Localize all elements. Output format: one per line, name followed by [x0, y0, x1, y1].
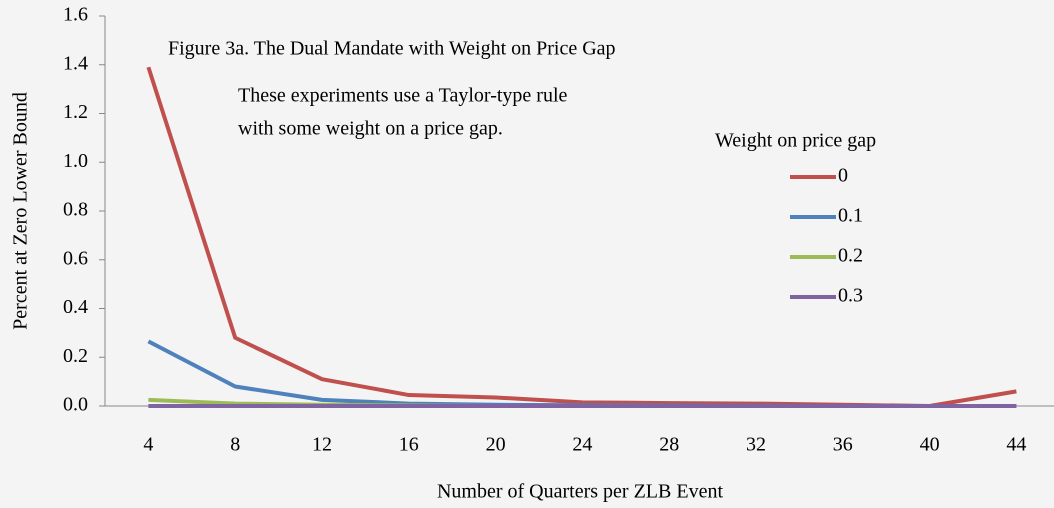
y-tick-label: 0.0	[63, 394, 88, 416]
x-tick-label: 12	[312, 434, 332, 456]
x-tick-label: 16	[399, 434, 419, 456]
x-axis-label: Number of Quarters per ZLB Event	[437, 481, 723, 503]
series-line	[147, 339, 1017, 408]
y-tick-label: 0.4	[63, 296, 88, 318]
x-tick-label: 8	[230, 434, 240, 456]
legend-title: Weight on price gap	[715, 130, 876, 152]
x-tick-label: 28	[659, 434, 679, 456]
chart-title: Figure 3a. The Dual Mandate with Weight …	[168, 38, 616, 60]
x-tick-label: 32	[746, 434, 766, 456]
x-tick-label: 4	[143, 434, 153, 456]
y-tick-label: 0.2	[63, 345, 88, 367]
y-tick-label: 1.4	[63, 52, 88, 74]
x-tick-label: 40	[920, 434, 940, 456]
x-tick-label: 44	[1006, 434, 1026, 456]
y-tick-label: 0.8	[63, 199, 88, 221]
x-tick-label: 20	[486, 434, 506, 456]
annotation: These experiments use a Taylor-type rule	[238, 85, 567, 107]
x-tick-label: 24	[572, 434, 592, 456]
legend-label: 0	[838, 165, 848, 187]
y-tick-label: 0.6	[63, 247, 88, 269]
annotation: with some weight on a price gap.	[238, 118, 503, 140]
legend-label: 0.2	[838, 245, 863, 267]
legend-label: 0.1	[838, 205, 863, 227]
y-tick-label: 1.6	[63, 4, 88, 26]
legend-label: 0.3	[838, 285, 863, 307]
y-axis-label: Percent at Zero Lower Bound	[10, 92, 32, 330]
x-tick-label: 36	[833, 434, 853, 456]
y-tick-label: 1.0	[63, 150, 88, 172]
y-tick-label: 1.2	[63, 101, 88, 123]
